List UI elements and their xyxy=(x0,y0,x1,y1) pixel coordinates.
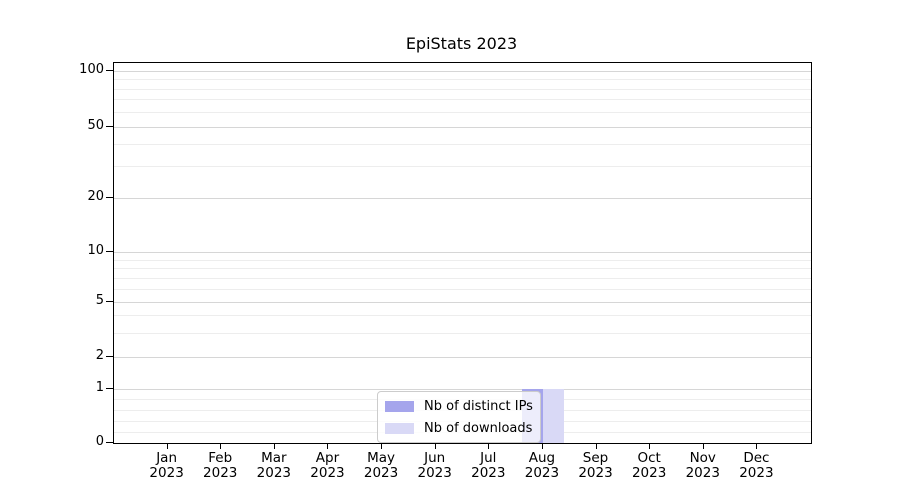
y-tick xyxy=(106,301,113,302)
x-tick-label: Aug 2023 xyxy=(524,450,560,481)
minor-gridline xyxy=(114,332,811,334)
minor-gridline xyxy=(114,111,811,113)
legend-label: Nb of downloads xyxy=(424,420,533,436)
y-tick-label: 1 xyxy=(95,379,104,395)
minor-gridline xyxy=(114,288,811,290)
x-tick xyxy=(649,443,651,449)
x-tick-label: Mar 2023 xyxy=(256,450,292,481)
x-tick xyxy=(541,443,543,449)
y-tick xyxy=(106,69,113,71)
y-tick xyxy=(106,197,113,198)
x-tick-label: Sep 2023 xyxy=(578,450,613,481)
legend: Nb of distinct IPs Nb of downloads xyxy=(377,391,541,443)
minor-gridline xyxy=(114,259,811,261)
x-tick xyxy=(166,443,168,449)
x-tick-label: Dec 2023 xyxy=(739,450,774,481)
x-tick xyxy=(327,443,329,449)
x-tick xyxy=(434,443,436,449)
y-tick-label: 0 xyxy=(95,434,104,449)
x-tick xyxy=(220,443,222,449)
minor-gridline xyxy=(114,166,811,168)
major-gridline xyxy=(114,198,811,199)
y-tick xyxy=(106,442,113,443)
x-tick-label: Jun 2023 xyxy=(417,450,452,481)
minor-gridline xyxy=(114,143,811,145)
x-tick-label: May 2023 xyxy=(363,450,399,481)
y-tick xyxy=(106,251,113,252)
x-tick-label: Jul 2023 xyxy=(471,450,506,481)
legend-item: Nb of distinct IPs xyxy=(385,398,533,414)
bar-aug-series2 xyxy=(542,388,565,443)
legend-item: Nb of downloads xyxy=(385,420,533,436)
y-tick xyxy=(106,125,113,127)
major-gridline xyxy=(114,388,811,390)
y-tick-label: 5 xyxy=(95,293,104,308)
minor-gridline xyxy=(114,268,811,270)
y-tick-label: 20 xyxy=(87,189,104,204)
y-tick-label: 10 xyxy=(87,243,104,258)
x-tick-label: Jan 2023 xyxy=(149,450,184,481)
major-gridline xyxy=(114,302,811,303)
legend-swatch xyxy=(385,400,414,412)
x-tick xyxy=(273,443,275,449)
minor-gridline xyxy=(114,277,811,279)
x-tick-label: Apr 2023 xyxy=(310,450,345,481)
x-tick xyxy=(381,443,383,449)
y-tick-label: 50 xyxy=(87,117,104,133)
y-tick-label: 2 xyxy=(95,348,104,363)
major-gridline xyxy=(114,357,811,358)
x-tick xyxy=(488,443,490,449)
y-tick-label: 100 xyxy=(79,61,104,77)
y-tick xyxy=(106,356,113,357)
major-gridline xyxy=(114,252,811,253)
major-gridline xyxy=(114,126,811,128)
x-tick xyxy=(756,443,758,449)
major-gridline xyxy=(114,70,811,72)
minor-gridline xyxy=(114,99,811,101)
minor-gridline xyxy=(114,88,811,90)
minor-gridline xyxy=(114,315,811,317)
plot-area xyxy=(113,62,812,444)
minor-gridline xyxy=(114,79,811,80)
legend-swatch xyxy=(385,422,414,434)
x-tick xyxy=(702,443,704,449)
x-tick-label: Oct 2023 xyxy=(631,450,667,481)
y-tick xyxy=(106,387,113,389)
x-tick-label: Feb 2023 xyxy=(203,450,238,481)
legend-label: Nb of distinct IPs xyxy=(424,398,533,414)
chart-title: EpiStats 2023 xyxy=(405,34,518,53)
x-tick xyxy=(595,443,597,449)
x-tick-label: Nov 2023 xyxy=(685,450,720,481)
